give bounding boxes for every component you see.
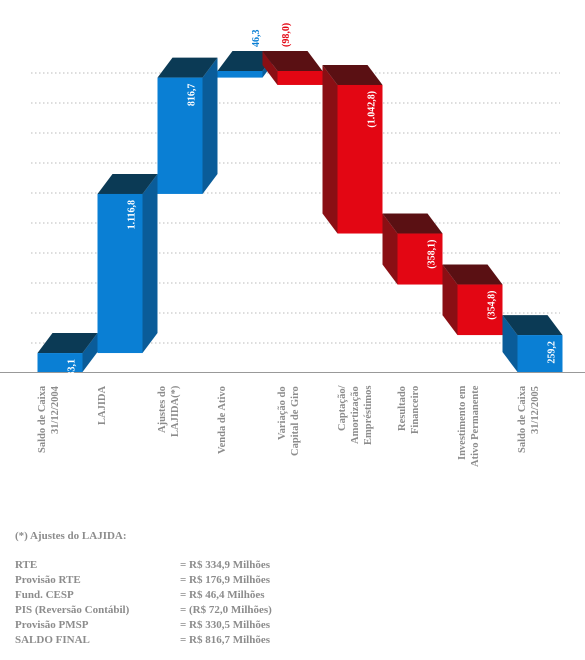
note-label: Fund. CESP bbox=[15, 589, 74, 601]
note-label: PIS (Reversão Contábil) bbox=[15, 604, 130, 616]
x-tick-label: Venda de Ativo bbox=[217, 386, 228, 454]
bar bbox=[277, 71, 323, 85]
x-tick-label: Captação/ Amortização Empréstimos bbox=[337, 386, 374, 446]
note-value: = R$ 330,5 Milhões bbox=[180, 619, 270, 631]
value-label: (354,8) bbox=[487, 291, 498, 320]
value-label: 46,3 bbox=[251, 30, 262, 48]
bar bbox=[37, 353, 83, 372]
bar-top bbox=[157, 57, 218, 78]
value-label: (98,0) bbox=[281, 23, 292, 47]
value-label: 259,2 bbox=[547, 341, 558, 364]
bar-side bbox=[502, 315, 518, 372]
value-label: (1.042,8) bbox=[367, 91, 378, 128]
value-label: (358,1) bbox=[427, 240, 438, 269]
bar bbox=[517, 335, 563, 372]
x-tick-label: Variação do Capital de Giro bbox=[277, 386, 301, 456]
x-tick-label: Saldo de Caixa 31/12/2004 bbox=[37, 386, 61, 454]
x-tick-label: Resultado Financeiro bbox=[397, 386, 421, 435]
bar-top bbox=[382, 213, 443, 234]
note-label: Provisão PMSP bbox=[15, 619, 89, 631]
value-label: 1.116,8 bbox=[127, 200, 138, 229]
bar-side bbox=[382, 213, 398, 285]
bar bbox=[157, 77, 203, 194]
note-value: = R$ 334,9 Milhões bbox=[180, 559, 270, 571]
x-tick-label: Saldo de Caixa 31/12/2005 bbox=[517, 386, 541, 454]
bar-side bbox=[202, 57, 218, 194]
bar bbox=[97, 193, 143, 354]
value-label: 816,7 bbox=[187, 84, 198, 107]
bar-top bbox=[97, 173, 158, 194]
bar bbox=[217, 71, 263, 78]
bar-top bbox=[322, 64, 383, 85]
note-value: = (R$ 72,0 Milhões) bbox=[180, 604, 272, 616]
x-tick-label: LAJIDA bbox=[97, 386, 108, 426]
bar-top bbox=[37, 333, 98, 354]
x-tick-label: Ajustes do LAJIDA(*) bbox=[157, 386, 181, 438]
bar-side bbox=[442, 264, 458, 336]
bar-side bbox=[262, 51, 278, 85]
note-title: (*) Ajustes do LAJIDA: bbox=[15, 530, 127, 542]
note-value: = R$ 816,7 Milhões bbox=[180, 634, 270, 646]
bar-side bbox=[142, 173, 158, 354]
bar-side bbox=[82, 333, 98, 372]
value-label: 133,1 bbox=[67, 359, 78, 382]
bar bbox=[457, 284, 503, 336]
note-value: = R$ 46,4 Milhões bbox=[180, 589, 265, 601]
note-label: Provisão RTE bbox=[15, 574, 81, 586]
bar bbox=[337, 84, 383, 234]
bar-top bbox=[262, 51, 323, 71]
bar-top bbox=[502, 315, 563, 336]
note-label: RTE bbox=[15, 559, 38, 571]
bar-side bbox=[322, 64, 338, 234]
x-tick-label: Investimento em Ativo Permanente bbox=[457, 386, 481, 468]
note-label: SALDO FINAL bbox=[15, 634, 90, 646]
note-value: = R$ 176,9 Milhões bbox=[180, 574, 270, 586]
bar bbox=[397, 233, 443, 285]
bar-top bbox=[442, 264, 503, 285]
